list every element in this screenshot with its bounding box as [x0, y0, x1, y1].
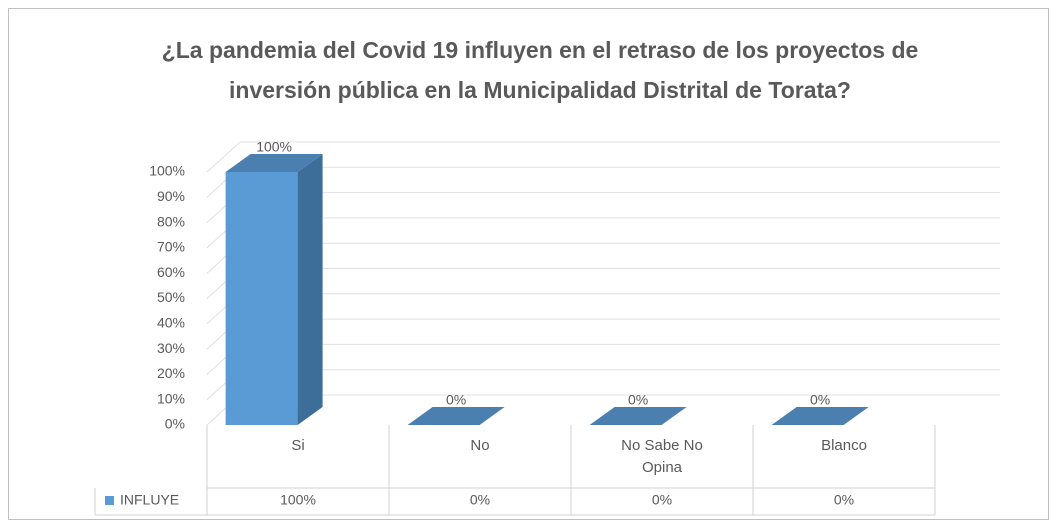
table-value: 100%: [280, 492, 316, 508]
y-tick-label: 30%: [157, 340, 185, 356]
y-tick-label: 20%: [157, 365, 185, 381]
bar-side: [297, 154, 323, 425]
bar-top: [589, 407, 687, 425]
data-label: 0%: [628, 392, 648, 408]
category-label: Blanco: [821, 437, 867, 454]
bar-top: [225, 154, 323, 172]
chart-title: ¿La pandemia del Covid 19 influyen en el…: [161, 37, 919, 103]
bar-front: [225, 172, 298, 425]
table-value: 0%: [834, 492, 854, 508]
y-tick-label: 90%: [157, 188, 185, 204]
data-label: 100%: [256, 139, 292, 155]
bar: [225, 154, 323, 425]
table-value: 0%: [652, 492, 672, 508]
bar-top: [407, 407, 505, 425]
y-tick-label: 50%: [157, 289, 185, 305]
category-label: No: [470, 437, 490, 454]
data-label: 0%: [810, 392, 830, 408]
y-tick-label: 100%: [149, 163, 185, 179]
bar: [771, 407, 869, 425]
y-tick-label: 80%: [157, 213, 185, 229]
bar: [407, 407, 505, 425]
bar: [589, 407, 687, 425]
y-tick-label: 60%: [157, 264, 185, 280]
category-label: Si: [291, 437, 305, 454]
y-tick-label: 70%: [157, 239, 185, 255]
legend-label: INFLUYE: [120, 492, 179, 508]
table-value: 0%: [470, 492, 490, 508]
legend-swatch: [105, 496, 114, 505]
y-tick-label: 0%: [165, 416, 185, 432]
data-label: 0%: [446, 392, 466, 408]
bar-top: [771, 407, 869, 425]
grid-line: [206, 141, 241, 173]
chart-frame: [8, 8, 1049, 520]
category-label: No Sabe No Opina: [621, 437, 703, 476]
y-tick-label: 10%: [157, 390, 185, 406]
y-tick-label: 40%: [157, 315, 185, 331]
